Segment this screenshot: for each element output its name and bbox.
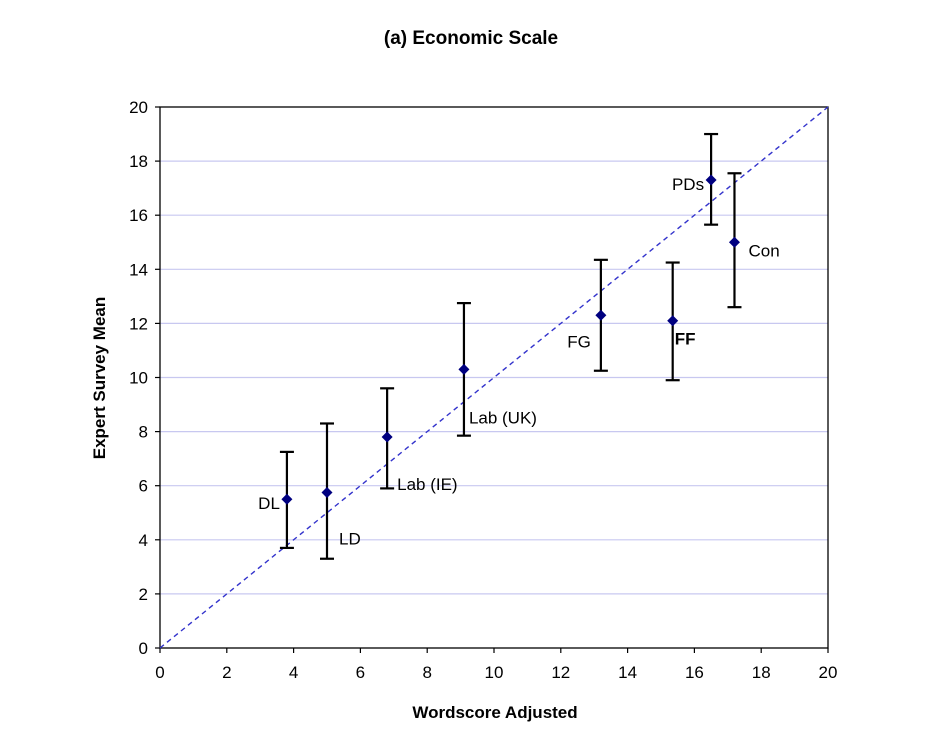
y-tick-label: 12	[129, 314, 148, 333]
y-tick-label: 4	[139, 531, 148, 550]
y-tick-label: 10	[129, 369, 148, 388]
data-point	[667, 315, 679, 327]
y-tick-label: 16	[129, 206, 148, 225]
data-point	[321, 486, 333, 498]
x-tick-label: 2	[222, 663, 231, 682]
y-tick-label: 14	[129, 260, 148, 279]
y-tick-label: 18	[129, 152, 148, 171]
data-point	[381, 431, 393, 443]
y-tick-label: 2	[139, 585, 148, 604]
data-point	[281, 493, 293, 505]
x-tick-label: 18	[752, 663, 771, 682]
data-label: PDs	[672, 175, 704, 194]
data-point	[705, 174, 717, 186]
data-label: Con	[748, 241, 779, 260]
data-label: FG	[567, 332, 591, 351]
x-tick-label: 8	[422, 663, 431, 682]
x-tick-label: 0	[155, 663, 164, 682]
y-tick-label: 8	[139, 423, 148, 442]
x-tick-label: 10	[485, 663, 504, 682]
y-tick-label: 20	[129, 98, 148, 117]
x-tick-label: 14	[618, 663, 637, 682]
data-label: Lab (UK)	[469, 408, 537, 427]
data-label: LD	[339, 529, 361, 548]
y-tick-label: 6	[139, 477, 148, 496]
x-tick-label: 16	[685, 663, 704, 682]
data-point	[595, 309, 607, 321]
x-tick-label: 12	[551, 663, 570, 682]
chart-title: (a) Economic Scale	[383, 28, 559, 49]
data-label: FF	[675, 330, 696, 349]
x-axis-label: Wordscore Adjusted	[412, 703, 578, 722]
data-point	[458, 363, 470, 375]
x-tick-label: 20	[819, 663, 838, 682]
data-label: Lab (IE)	[397, 475, 457, 494]
x-tick-label: 6	[356, 663, 365, 682]
y-tick-label: 0	[139, 639, 148, 658]
data-point	[728, 236, 740, 248]
data-label: DL	[258, 494, 280, 513]
x-tick-label: 4	[289, 663, 298, 682]
